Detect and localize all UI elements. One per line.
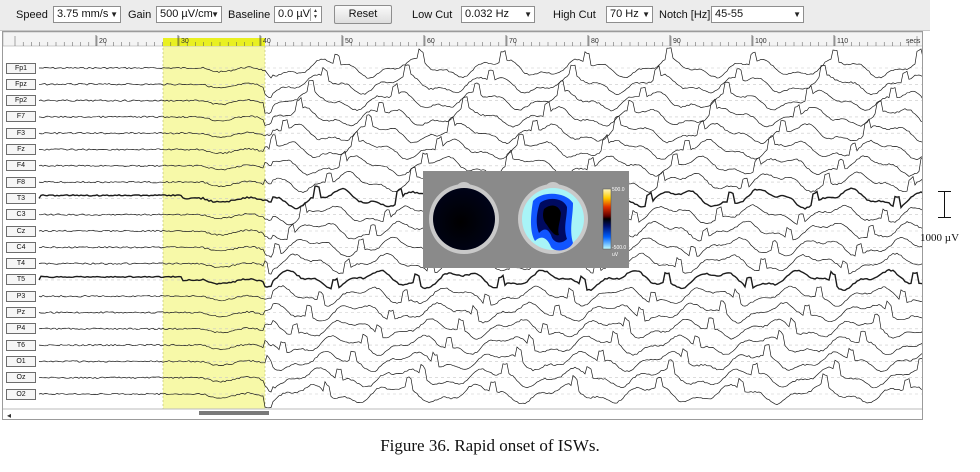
baseline-value: 0.0 µV: [278, 8, 311, 20]
baseline-spinbox[interactable]: 0.0 µV ▲ ▼: [274, 6, 322, 23]
color-scale-bar: [602, 188, 612, 250]
channel-label-p3[interactable]: P3: [6, 290, 36, 302]
reset-button[interactable]: Reset: [334, 5, 392, 24]
gain-value: 500 µV/cm: [160, 8, 213, 20]
chevron-down-icon: ▼: [793, 10, 801, 19]
waveform-fz: [38, 130, 922, 160]
highcut-select[interactable]: 70 Hz ▼: [606, 6, 653, 23]
waveform-fp2: [38, 80, 922, 115]
scale-min: -500.0: [612, 245, 627, 251]
channel-label-f3[interactable]: F3: [6, 127, 36, 139]
calibration-label: 1000 µV: [920, 232, 960, 244]
scalp-map-right: [518, 182, 588, 254]
speed-label: Speed: [16, 9, 48, 21]
speed-value: 3.75 mm/s: [57, 8, 109, 20]
ruler-tick-label: 20: [99, 38, 107, 45]
ruler-tick-label: 110: [837, 38, 848, 45]
channel-label-c4[interactable]: C4: [6, 241, 36, 253]
chevron-down-icon: ▼: [211, 10, 219, 19]
eeg-trace-panel[interactable]: 20 30 40 50 60 70 80 90 100 110 secs ◂ Fp1 Fpz Fp2 F7…: [2, 31, 923, 420]
waveform-f4: [38, 149, 922, 177]
ruler-tick-label: 40: [263, 38, 271, 45]
channel-label-fp2[interactable]: Fp2: [6, 95, 36, 107]
ruler-tick-label: 90: [673, 38, 681, 45]
channel-label-fz[interactable]: Fz: [6, 144, 36, 155]
time-ruler: 20 30 40 50 60 70 80 90 100 110 secs: [3, 32, 922, 47]
ruler-tick-label: 70: [509, 38, 517, 45]
channel-label-c3[interactable]: C3: [6, 209, 36, 221]
waveform-fpz: [39, 64, 922, 98]
waveform-f3: [38, 114, 922, 145]
ruler-tick-label: 50: [345, 38, 353, 45]
waveform-o2: [38, 373, 922, 409]
channel-label-f4[interactable]: F4: [6, 160, 36, 172]
gain-select[interactable]: 500 µV/cm ▼: [156, 6, 222, 23]
gain-label: Gain: [128, 9, 152, 21]
calibration-bar: [944, 191, 945, 217]
scale-max: 500.0: [612, 187, 625, 193]
waveform-o1: [38, 344, 922, 373]
calibration-cap-bottom: [938, 217, 951, 218]
channel-label-fp1[interactable]: Fp1: [6, 62, 36, 74]
horizontal-scrollbar-thumb[interactable]: [199, 411, 269, 415]
scroll-left-icon[interactable]: ◂: [7, 411, 11, 420]
channel-label-t6[interactable]: T6: [6, 339, 36, 351]
channel-label-oz[interactable]: Oz: [6, 372, 36, 384]
channel-label-cz[interactable]: Cz: [6, 225, 36, 237]
channel-label-f7[interactable]: F7: [6, 111, 36, 123]
channel-label-t5[interactable]: T5: [6, 274, 36, 286]
chevron-down-icon: ▼: [524, 10, 532, 19]
highcut-value: 70 Hz: [610, 8, 639, 20]
ruler-tick-label: 60: [427, 38, 435, 45]
baseline-label: Baseline: [228, 9, 271, 21]
channel-label-t3[interactable]: T3: [6, 192, 36, 204]
notch-value: 45-55: [715, 8, 744, 20]
spin-arrows-icon[interactable]: ▲ ▼: [310, 8, 320, 21]
ruler-tick-label: 100: [755, 38, 767, 45]
notch-select[interactable]: 45-55 ▼: [711, 6, 804, 23]
waveform-p4: [38, 313, 922, 340]
lowcut-select[interactable]: 0.032 Hz ▼: [461, 6, 535, 23]
channel-label-o1[interactable]: O1: [6, 355, 36, 367]
waveform-t5: [38, 268, 922, 292]
lowcut-label: Low Cut: [412, 9, 453, 21]
highcut-label: High Cut: [553, 9, 596, 21]
scalp-maps: [429, 182, 612, 254]
figure-caption: Figure 36. Rapid onset of ISWs.: [380, 436, 600, 455]
speed-select[interactable]: 3.75 mm/s ▼: [53, 6, 121, 23]
waveform-f7: [38, 96, 922, 128]
channel-label-pz[interactable]: Pz: [6, 307, 36, 318]
scalp-map-left: [429, 182, 499, 254]
channel-label-o2[interactable]: O2: [6, 388, 36, 400]
notch-label: Notch [Hz]: [659, 9, 711, 21]
waveform-t6: [38, 329, 922, 356]
chevron-down-icon: ▼: [110, 10, 118, 19]
ruler-tick-label: 80: [591, 38, 599, 45]
chevron-down-icon: ▼: [642, 10, 650, 19]
channel-label-f8[interactable]: F8: [6, 176, 36, 188]
lowcut-value: 0.032 Hz: [465, 8, 510, 20]
channel-label-fpz[interactable]: Fpz: [6, 78, 36, 90]
waveform-pz: [38, 300, 922, 324]
channel-label-p4[interactable]: P4: [6, 323, 36, 335]
channel-label-t4[interactable]: T4: [6, 258, 36, 270]
waveform-oz: [38, 358, 922, 393]
eeg-toolbar: Speed 3.75 mm/s ▼ Gain 500 µV/cm ▼ Basel…: [0, 0, 930, 31]
ruler-unit: secs: [906, 38, 921, 45]
topography-popup: 500.0 -500.0 uV: [423, 171, 629, 268]
ruler-tick-label: 30: [181, 38, 189, 45]
selection-highlight[interactable]: [162, 32, 266, 410]
scale-unit: uV: [612, 252, 619, 258]
waveform-p3: [38, 285, 922, 307]
waveform-fp1: [39, 47, 922, 79]
